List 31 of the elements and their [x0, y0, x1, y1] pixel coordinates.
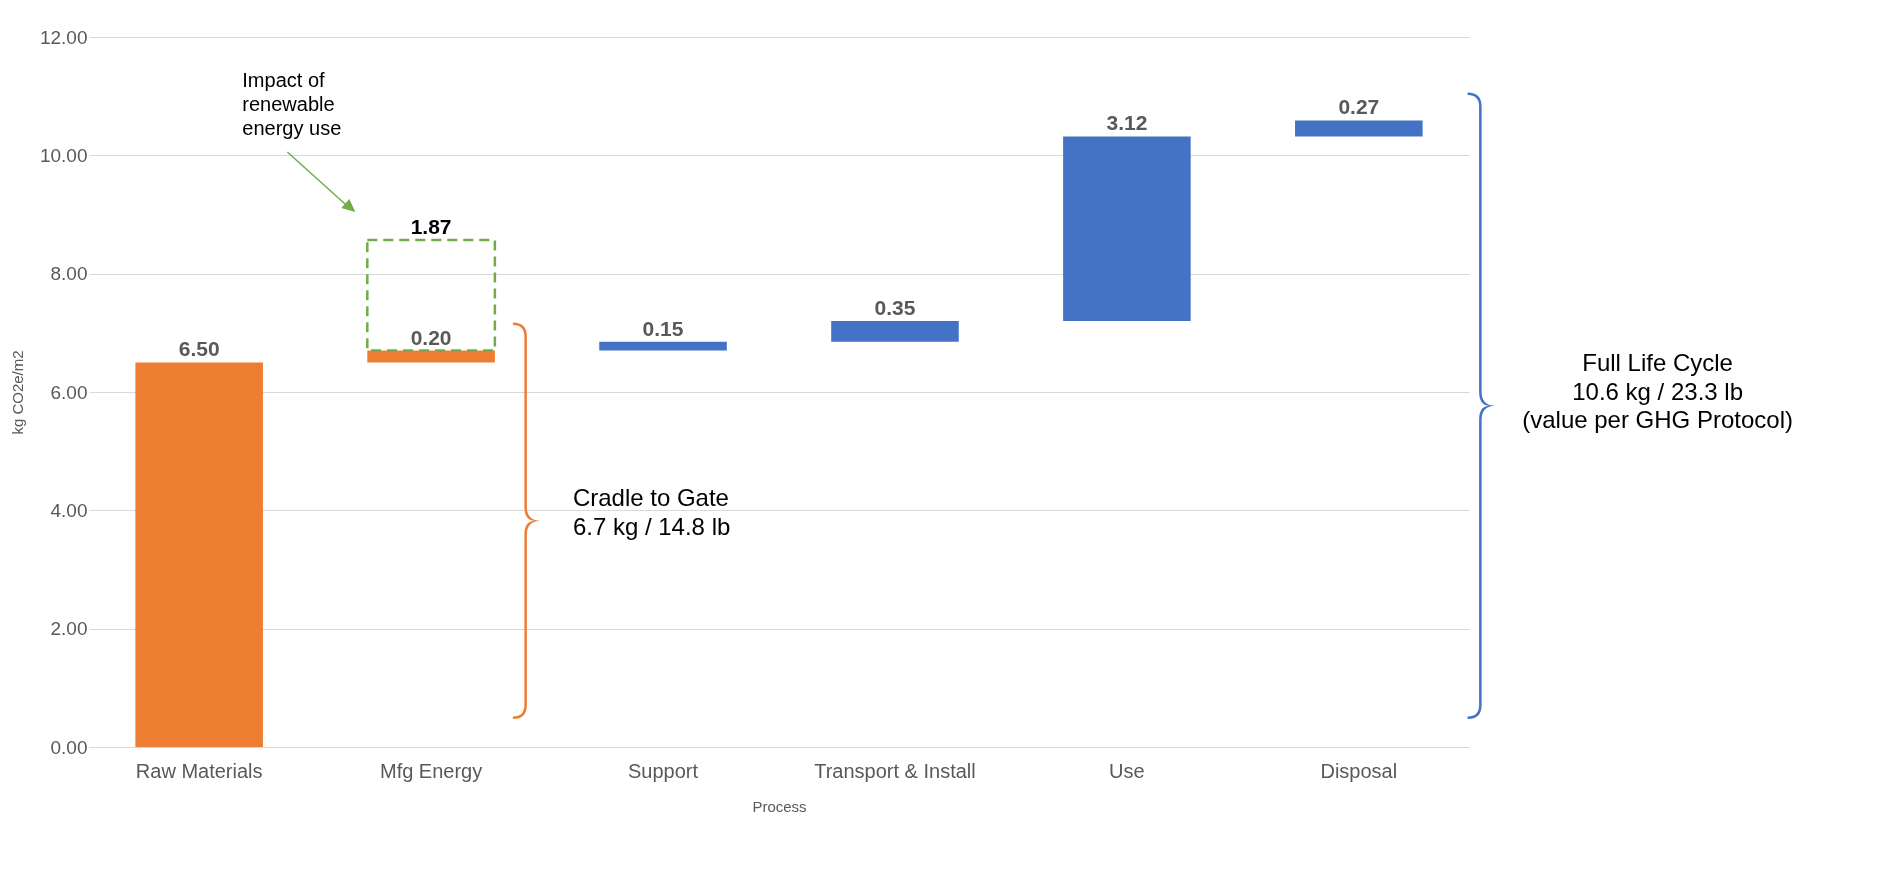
data-label: 0.20 [410, 325, 452, 349]
y-tick-label: 0.00 [50, 736, 88, 758]
bar [1295, 120, 1423, 137]
y-tick-label: 12.00 [39, 26, 88, 48]
bar [831, 321, 959, 342]
bar [366, 238, 497, 352]
x-tick-label: Disposal [1320, 759, 1398, 782]
data-label: 6.50 [178, 337, 220, 361]
x-tick-label: Raw Materials [135, 759, 263, 782]
x-axis-title: Process [752, 797, 807, 815]
y-tick-label: 10.00 [39, 144, 88, 166]
data-label: 0.35 [874, 296, 916, 319]
x-tick-label: Use [1109, 759, 1145, 782]
y-axis-title: kg CO2e/m2 [8, 350, 26, 435]
bar [1063, 136, 1191, 321]
text: Full Life Cycle 10.6 kg / 23.3 lb (value per GHG Protocol) [1522, 348, 1793, 434]
annotation: Impact of renewable energy use [242, 68, 342, 139]
data-label: 0.15 [642, 316, 684, 340]
data-label: 3.12 [1106, 111, 1148, 135]
annotation: Cradle to Gate 6.7 kg / 14.8 lb [572, 483, 731, 540]
data-label: 1.87 [410, 214, 452, 238]
y-tick-label: 8.00 [50, 263, 88, 285]
y-tick-label: 6.00 [50, 381, 88, 403]
bar [599, 341, 727, 351]
y-tick-label: 4.00 [50, 499, 88, 521]
data-label: 0.27 [1338, 95, 1380, 119]
y-tick-label: 2.00 [50, 618, 88, 640]
x-tick-label: Support [628, 759, 699, 782]
x-tick-label: Transport & Install [814, 759, 976, 782]
x-tick-label: Mfg Energy [379, 759, 483, 782]
bar [135, 362, 263, 747]
